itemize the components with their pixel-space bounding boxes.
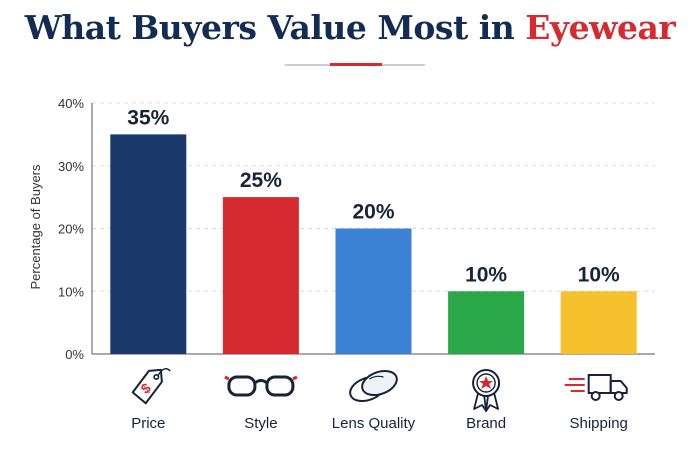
glasses-icon bbox=[224, 375, 298, 397]
bars bbox=[110, 134, 637, 354]
category-label: Style bbox=[244, 415, 277, 432]
category-label: Price bbox=[131, 415, 165, 432]
y-tick-label: 0% bbox=[65, 347, 84, 362]
title-divider-accent bbox=[330, 63, 382, 66]
y-tick-label: 40% bbox=[58, 96, 84, 111]
bar-lens-quality bbox=[335, 228, 412, 354]
bar-style bbox=[222, 197, 299, 354]
y-tick-label: 10% bbox=[58, 284, 84, 299]
category-label: Lens Quality bbox=[332, 415, 416, 432]
chart-title: What Buyers Value Most in Eyewear bbox=[0, 8, 700, 47]
lens-icon bbox=[349, 369, 398, 403]
data-label: 25% bbox=[240, 169, 282, 192]
y-axis-ticks: 0% 10% 20% 30% 40% bbox=[58, 96, 84, 362]
data-label: 10% bbox=[465, 263, 507, 286]
category-label: Brand bbox=[466, 415, 506, 432]
chart-title-main: What Buyers Value Most in bbox=[24, 8, 515, 47]
price-tag-icon: $ bbox=[131, 368, 171, 405]
data-label: 35% bbox=[127, 106, 169, 129]
category-labels: Price Style Lens Quality Brand Shipping bbox=[131, 415, 628, 432]
bar-shipping bbox=[560, 291, 637, 354]
data-labels: 35% 25% 20% 10% 10% bbox=[127, 106, 620, 286]
delivery-truck-icon bbox=[564, 374, 628, 401]
category-icons: $ bbox=[131, 368, 628, 412]
award-ribbon-icon bbox=[472, 369, 501, 412]
data-label: 20% bbox=[352, 201, 394, 224]
data-label: 10% bbox=[578, 263, 620, 286]
bar-brand bbox=[448, 291, 525, 354]
category-label: Shipping bbox=[570, 415, 628, 432]
y-tick-label: 20% bbox=[58, 222, 84, 237]
bar-price bbox=[110, 134, 187, 354]
y-tick-label: 30% bbox=[58, 159, 84, 174]
chart-title-accent: Eyewear bbox=[525, 8, 676, 47]
y-axis-label: Percentage of Buyers bbox=[28, 164, 43, 290]
